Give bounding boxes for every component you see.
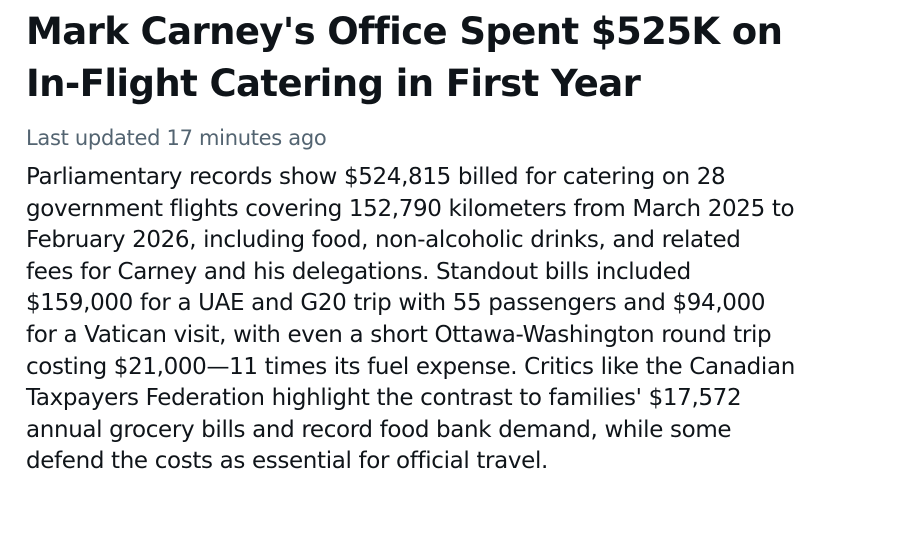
last-updated-timestamp: Last updated 17 minutes ago [26, 126, 327, 150]
body-line: costing $21,000—11 times its fuel expens… [26, 353, 795, 380]
body-line: Taxpayers Federation highlight the contr… [26, 385, 742, 412]
article-headline: Mark Carney's Office Spent $525K on In-F… [26, 6, 906, 110]
headline-line: Mark Carney's Office Spent $525K on [26, 10, 783, 53]
article-body: Parliamentary records show $524,815 bill… [26, 162, 906, 478]
body-line: annual grocery bills and record food ban… [26, 416, 732, 443]
body-line: defend the costs as essential for offici… [26, 448, 548, 475]
body-line: Parliamentary records show $524,815 bill… [26, 164, 726, 190]
body-line: for a Vatican visit, with even a short O… [26, 321, 772, 348]
headline-line: In-Flight Catering in First Year [26, 62, 641, 105]
body-line: February 2026, including food, non-alcoh… [26, 227, 741, 254]
body-line: government flights covering 152,790 kilo… [26, 195, 795, 222]
body-line: $159,000 for a UAE and G20 trip with 55 … [26, 290, 766, 317]
article: Mark Carney's Office Spent $525K on In-F… [26, 6, 906, 478]
body-line: fees for Carney and his delegations. Sta… [26, 258, 691, 285]
